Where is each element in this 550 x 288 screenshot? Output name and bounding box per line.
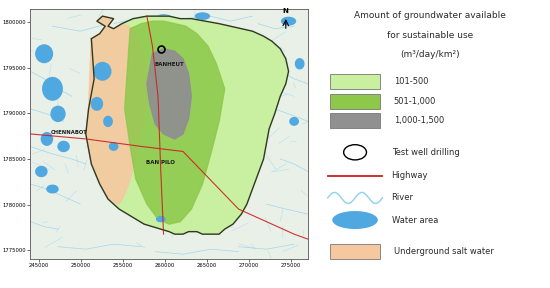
Ellipse shape xyxy=(51,106,65,122)
Ellipse shape xyxy=(36,45,52,62)
Text: Underground salt water: Underground salt water xyxy=(394,247,494,256)
Ellipse shape xyxy=(290,118,298,125)
Bar xyxy=(330,244,380,259)
Polygon shape xyxy=(147,49,191,139)
Ellipse shape xyxy=(295,59,304,69)
Ellipse shape xyxy=(91,98,102,110)
Ellipse shape xyxy=(47,185,58,193)
Text: River: River xyxy=(392,194,414,202)
Ellipse shape xyxy=(155,15,172,22)
Polygon shape xyxy=(125,21,225,224)
Polygon shape xyxy=(86,16,289,234)
Bar xyxy=(330,74,380,89)
Ellipse shape xyxy=(104,116,112,126)
Text: BAN PILO: BAN PILO xyxy=(146,160,175,165)
Text: Highway: Highway xyxy=(392,171,428,180)
Ellipse shape xyxy=(36,166,47,177)
Text: Water area: Water area xyxy=(392,215,438,225)
Bar xyxy=(330,113,380,128)
Ellipse shape xyxy=(157,217,165,222)
Ellipse shape xyxy=(43,77,62,100)
Ellipse shape xyxy=(195,13,210,19)
Ellipse shape xyxy=(282,17,295,25)
Text: Test well drilling: Test well drilling xyxy=(392,148,459,157)
Text: N: N xyxy=(283,8,289,14)
Text: 501-1,000: 501-1,000 xyxy=(394,97,436,106)
Ellipse shape xyxy=(94,62,111,80)
Ellipse shape xyxy=(58,141,69,151)
Text: 101-500: 101-500 xyxy=(394,77,428,86)
Text: BANHEUT: BANHEUT xyxy=(154,62,184,67)
Text: for sustainable use: for sustainable use xyxy=(387,31,474,40)
Polygon shape xyxy=(86,16,147,204)
Text: 1,000-1,500: 1,000-1,500 xyxy=(394,116,444,125)
Ellipse shape xyxy=(109,143,118,150)
Bar xyxy=(330,94,380,109)
Ellipse shape xyxy=(41,133,52,145)
Text: CHENNABOT: CHENNABOT xyxy=(51,130,87,135)
Text: Amount of groundwater available: Amount of groundwater available xyxy=(354,11,507,20)
Text: (m³/day/km²): (m³/day/km²) xyxy=(400,50,460,59)
Ellipse shape xyxy=(332,211,378,229)
